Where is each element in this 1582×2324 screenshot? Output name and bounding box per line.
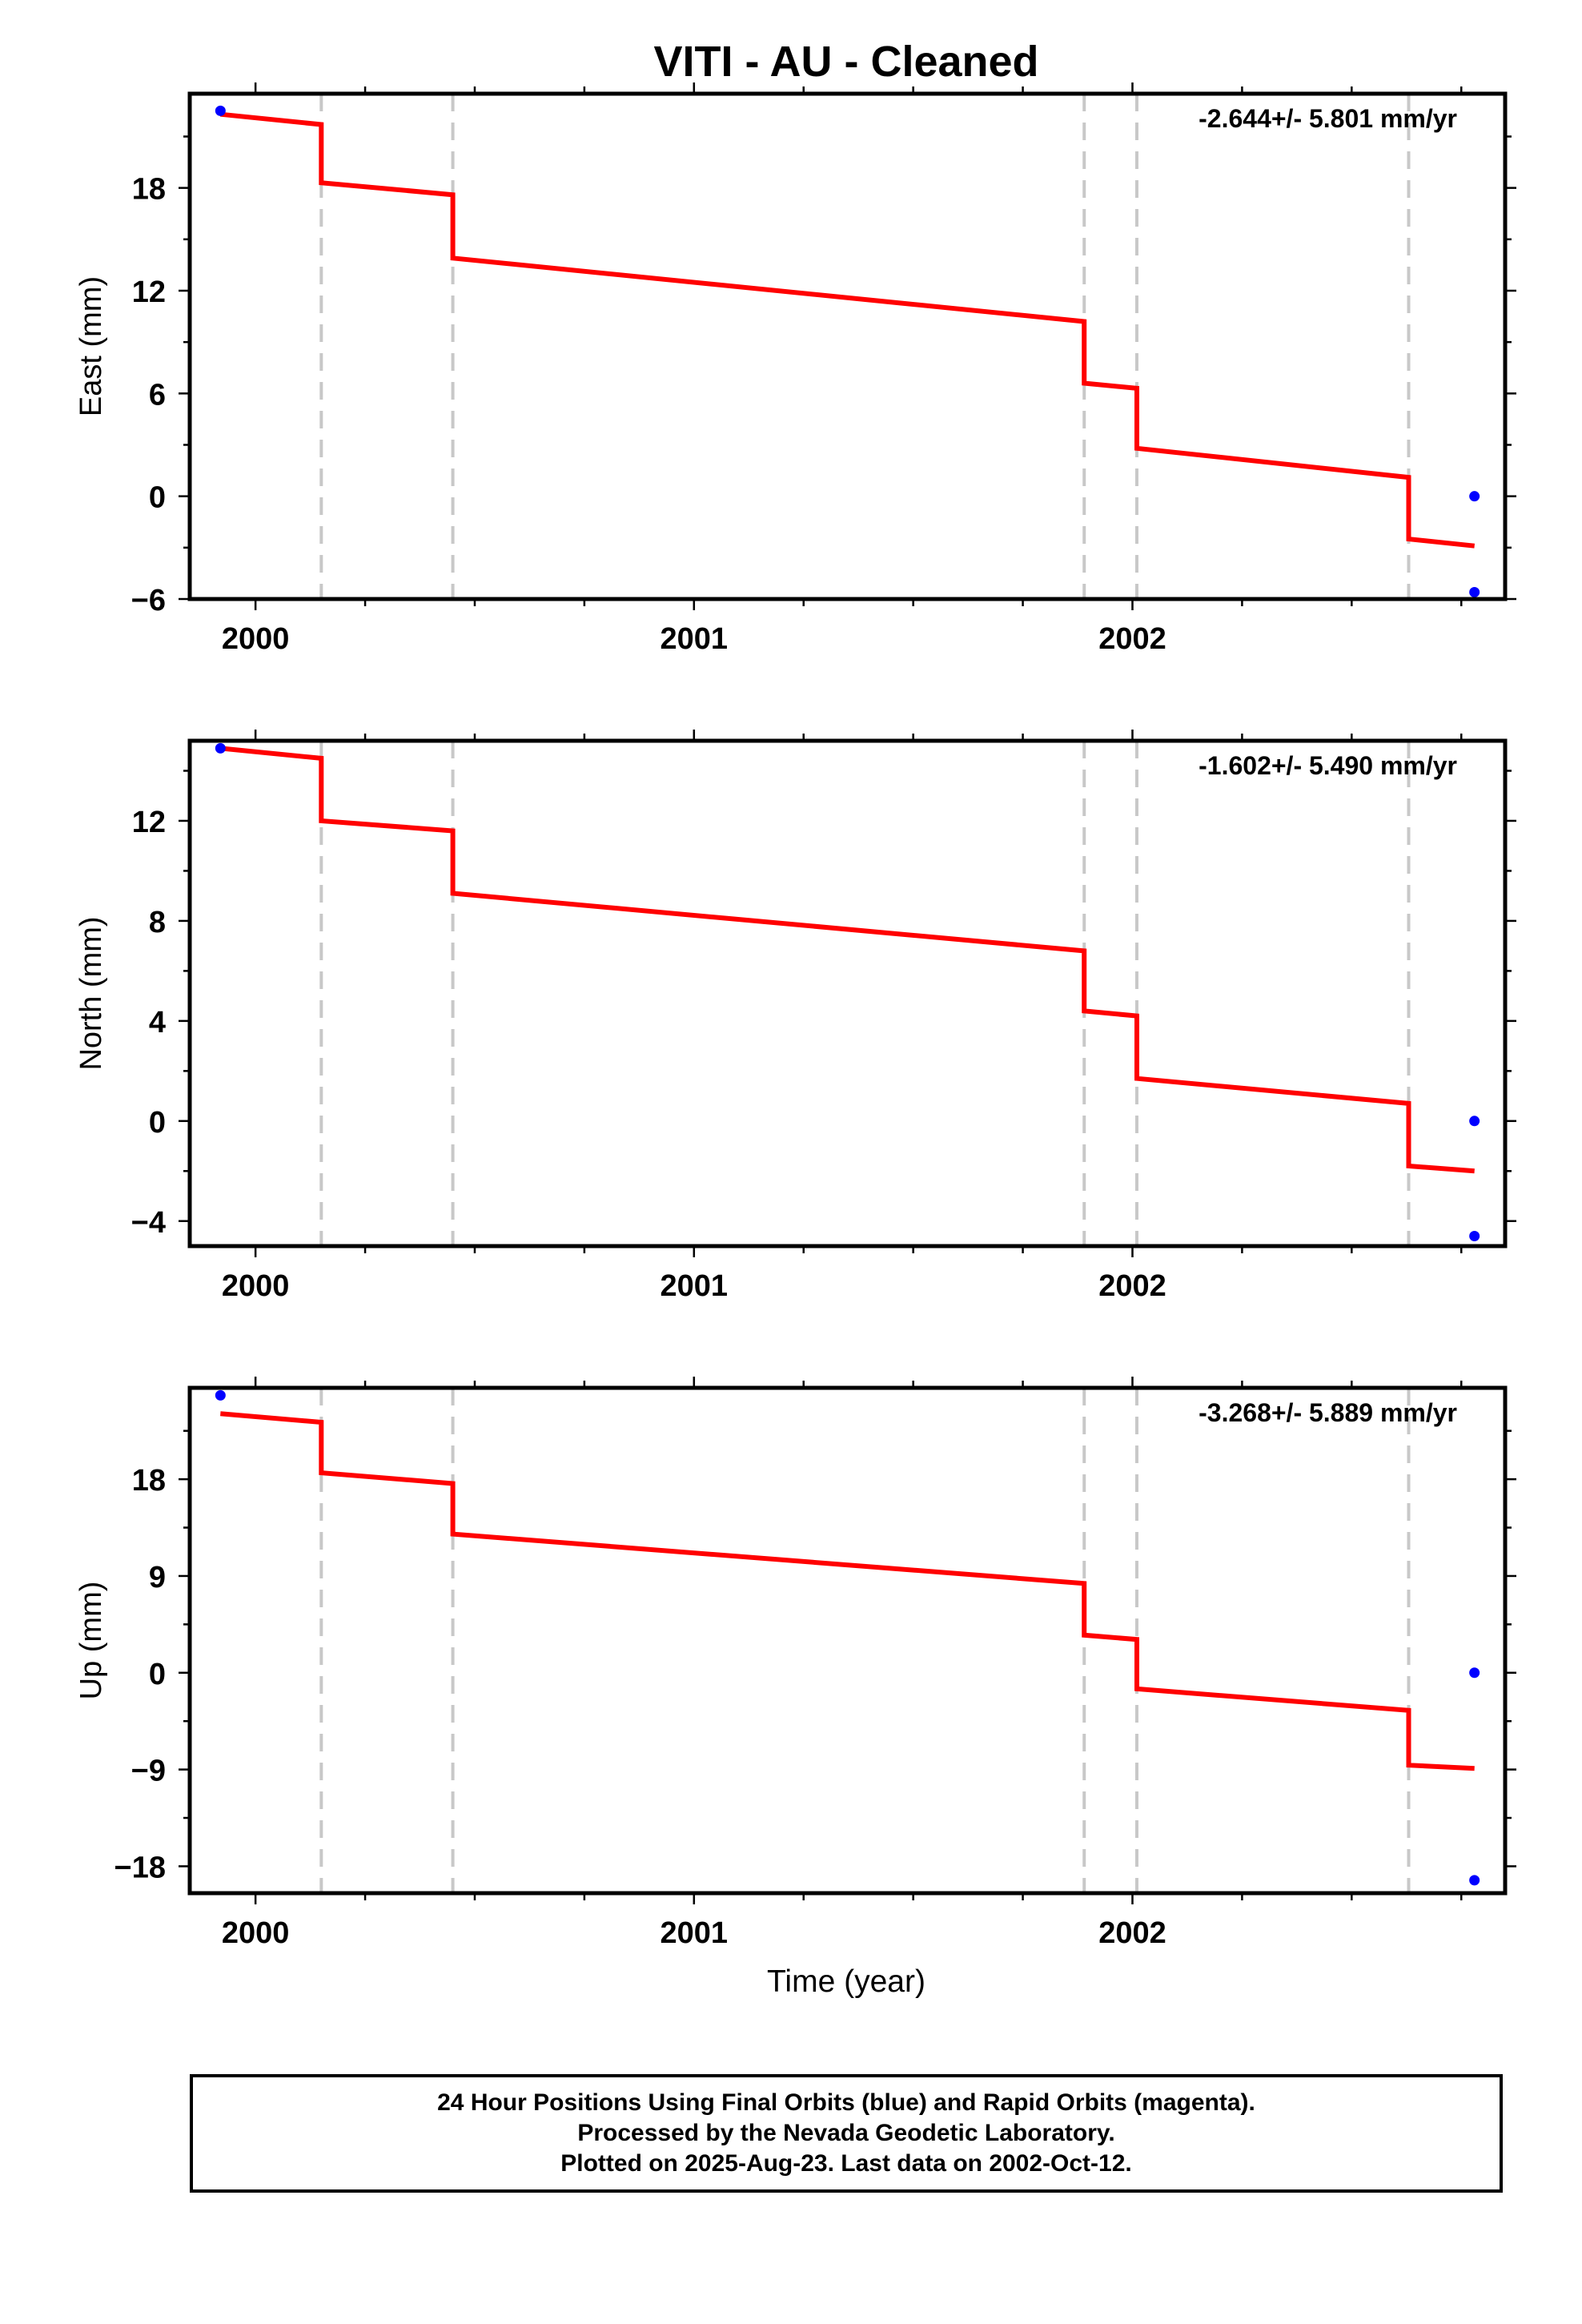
data-point: [1469, 1231, 1480, 1242]
x-tick-label: 2001: [661, 1269, 729, 1303]
x-tick-label: 2002: [1098, 1916, 1166, 1950]
y-axis-label: East (mm): [74, 276, 108, 416]
plot-frame: [187, 91, 1508, 601]
y-tick-label: 9: [149, 1561, 166, 1594]
y-tick-label: 6: [149, 378, 166, 412]
y-tick-label: 8: [149, 906, 166, 939]
footer-line-2: Processed by the Nevada Geodetic Laborat…: [577, 2120, 1115, 2146]
y-tick-label: −4: [131, 1206, 166, 1240]
model-line: [220, 1411, 1475, 1771]
x-tick-label: 2001: [661, 622, 729, 656]
y-tick-label: −18: [114, 1851, 166, 1884]
model-line: [220, 746, 1475, 1174]
y-tick-label: 12: [132, 806, 166, 839]
data-point: [215, 742, 226, 754]
data-point: [1469, 491, 1480, 502]
y-tick-label: 12: [132, 275, 166, 309]
footer-line-3: Plotted on 2025-Aug-23. Last data on 200…: [560, 2150, 1132, 2177]
data-point: [215, 105, 226, 116]
y-axis-label: Up (mm): [74, 1582, 108, 1700]
x-tick-label: 2000: [222, 622, 290, 656]
chart-title: VITI - AU - Cleaned: [653, 38, 1038, 86]
x-axis-label: Time (year): [767, 1964, 926, 1999]
y-tick-label: −9: [131, 1755, 166, 1788]
y-tick-label: 0: [149, 481, 166, 515]
y-tick-label: 0: [149, 1658, 166, 1691]
x-tick-label: 2002: [1098, 622, 1166, 656]
y-tick-label: −6: [131, 584, 166, 617]
data-point: [1469, 586, 1480, 597]
footer-box: 24 Hour Positions Using Final Orbits (bl…: [190, 2074, 1503, 2193]
plot-frame: [187, 1385, 1508, 1896]
y-tick-label: 18: [132, 173, 166, 207]
x-tick-label: 2000: [222, 1269, 290, 1303]
plot-frame: [187, 738, 1508, 1248]
x-tick-label: 2000: [222, 1916, 290, 1950]
rate-annotation: -3.268+/- 5.889 mm/yr: [1199, 1398, 1457, 1427]
data-point: [1469, 1875, 1480, 1886]
y-tick-label: 4: [149, 1006, 166, 1039]
data-point: [1469, 1667, 1480, 1679]
y-axis-label: North (mm): [74, 916, 108, 1070]
chart-panel: −4 0 4 8 12 2000 2001 2002 North (mm) -1.602+/- 5…: [74, 730, 1516, 1303]
chart-panel: −18 −9 0 9 18 2000 2001 2002 Up (mm) -3.268+/- 5.…: [74, 1377, 1516, 1950]
chart-panel: −6 0 6 12 18 2000 2001 2002 East (mm) -2.644+/- 5…: [74, 82, 1516, 656]
model-line: [219, 111, 1476, 549]
footer-line-1: 24 Hour Positions Using Final Orbits (bl…: [437, 2089, 1255, 2116]
x-tick-label: 2001: [661, 1916, 729, 1950]
rate-annotation: -2.644+/- 5.801 mm/yr: [1199, 104, 1457, 133]
y-tick-label: 0: [149, 1106, 166, 1140]
x-tick-label: 2002: [1098, 1269, 1166, 1303]
data-point: [215, 1389, 226, 1401]
rate-annotation: -1.602+/- 5.490 mm/yr: [1199, 751, 1457, 780]
data-point: [1469, 1116, 1480, 1127]
y-tick-label: 18: [132, 1464, 166, 1498]
